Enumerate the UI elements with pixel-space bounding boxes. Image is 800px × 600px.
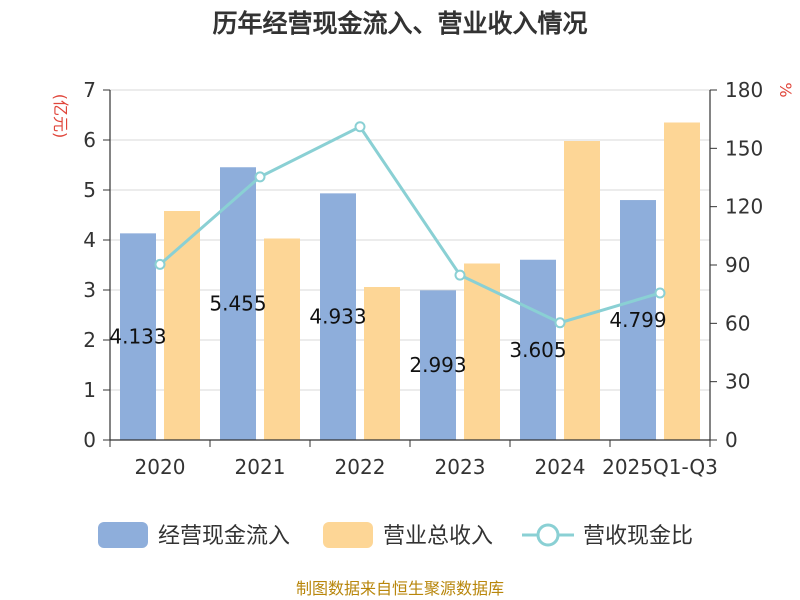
data-label-cash-inflow: 3.605 bbox=[509, 338, 566, 362]
right-tick-label: 90 bbox=[725, 253, 750, 277]
bar-cash-inflow bbox=[120, 233, 156, 440]
x-tick-label: 2021 bbox=[235, 455, 286, 479]
left-tick-label: 7 bbox=[83, 78, 96, 102]
left-tick-label: 4 bbox=[83, 228, 96, 252]
data-label-cash-inflow: 4.933 bbox=[309, 305, 366, 329]
legend: 经营现金流入 营业总收入 营收现金比 bbox=[98, 522, 693, 549]
x-tick-label: 2024 bbox=[535, 455, 586, 479]
right-tick-label: 0 bbox=[725, 428, 738, 452]
bar-cash-inflow bbox=[420, 290, 456, 440]
bar-cash-inflow bbox=[620, 200, 656, 440]
data-label-cash-inflow: 5.455 bbox=[209, 292, 266, 316]
right-tick-label: 180 bbox=[725, 78, 763, 102]
bar-cash-inflow bbox=[520, 259, 556, 440]
data-label-cash-inflow: 4.133 bbox=[109, 325, 166, 349]
left-axis-unit: (亿元) bbox=[51, 94, 70, 139]
bars bbox=[120, 122, 700, 440]
legend-swatch-total-revenue bbox=[323, 522, 373, 548]
legend-label-ratio: 营收现金比 bbox=[583, 524, 693, 549]
chart-title: 历年经营现金流入、营业收入情况 bbox=[212, 9, 587, 38]
left-tick-label: 1 bbox=[83, 378, 96, 402]
gridlines bbox=[110, 89, 710, 391]
right-tick-label: 30 bbox=[725, 370, 750, 394]
bar-total-revenue bbox=[364, 287, 400, 440]
data-labels: 4.133 5.455 4.933 2.993 3.605 4.799 bbox=[109, 292, 666, 378]
left-tick-label: 3 bbox=[83, 278, 96, 302]
x-tick-label: 2022 bbox=[335, 455, 386, 479]
legend-marker-ratio bbox=[536, 523, 560, 547]
x-tick-label: 2020 bbox=[135, 455, 186, 479]
ratio-point bbox=[654, 287, 666, 299]
left-tick-label: 0 bbox=[83, 428, 96, 452]
bar-cash-inflow bbox=[320, 193, 356, 440]
left-tick-label: 2 bbox=[83, 328, 96, 352]
bar-cash-inflow bbox=[220, 167, 256, 440]
right-tick-label: 150 bbox=[725, 136, 763, 160]
axes: 0 1 2 3 4 5 6 7 0 30 60 90 120 150 180 2020 2021 2022 2023… bbox=[83, 78, 763, 479]
right-tick-label: 60 bbox=[725, 311, 750, 335]
bar-total-revenue bbox=[164, 211, 200, 440]
ratio-point bbox=[554, 317, 566, 329]
ratio-point bbox=[254, 171, 266, 183]
bar-total-revenue bbox=[664, 122, 700, 440]
bar-total-revenue bbox=[264, 238, 300, 440]
data-label-cash-inflow: 2.993 bbox=[409, 353, 466, 377]
legend-label-cash-inflow: 经营现金流入 bbox=[158, 524, 290, 549]
left-tick-label: 6 bbox=[83, 128, 96, 152]
x-tick-label: 2025Q1-Q3 bbox=[602, 455, 718, 479]
data-label-cash-inflow: 4.799 bbox=[609, 308, 666, 332]
ratio-line-path bbox=[159, 124, 661, 325]
legend-label-total-revenue: 营业总收入 bbox=[383, 524, 493, 549]
source-note: 制图数据来自恒生聚源数据库 bbox=[296, 579, 504, 598]
ratio-line bbox=[154, 121, 666, 329]
left-tick-label: 5 bbox=[83, 178, 96, 202]
bar-total-revenue bbox=[564, 141, 600, 440]
legend-swatch-cash-inflow bbox=[98, 522, 148, 548]
ratio-point bbox=[354, 121, 366, 133]
right-tick-label: 120 bbox=[725, 195, 763, 219]
right-axis-unit: % bbox=[776, 82, 795, 97]
ratio-point bbox=[154, 258, 166, 270]
ratio-point bbox=[454, 269, 466, 281]
x-tick-label: 2023 bbox=[435, 455, 486, 479]
